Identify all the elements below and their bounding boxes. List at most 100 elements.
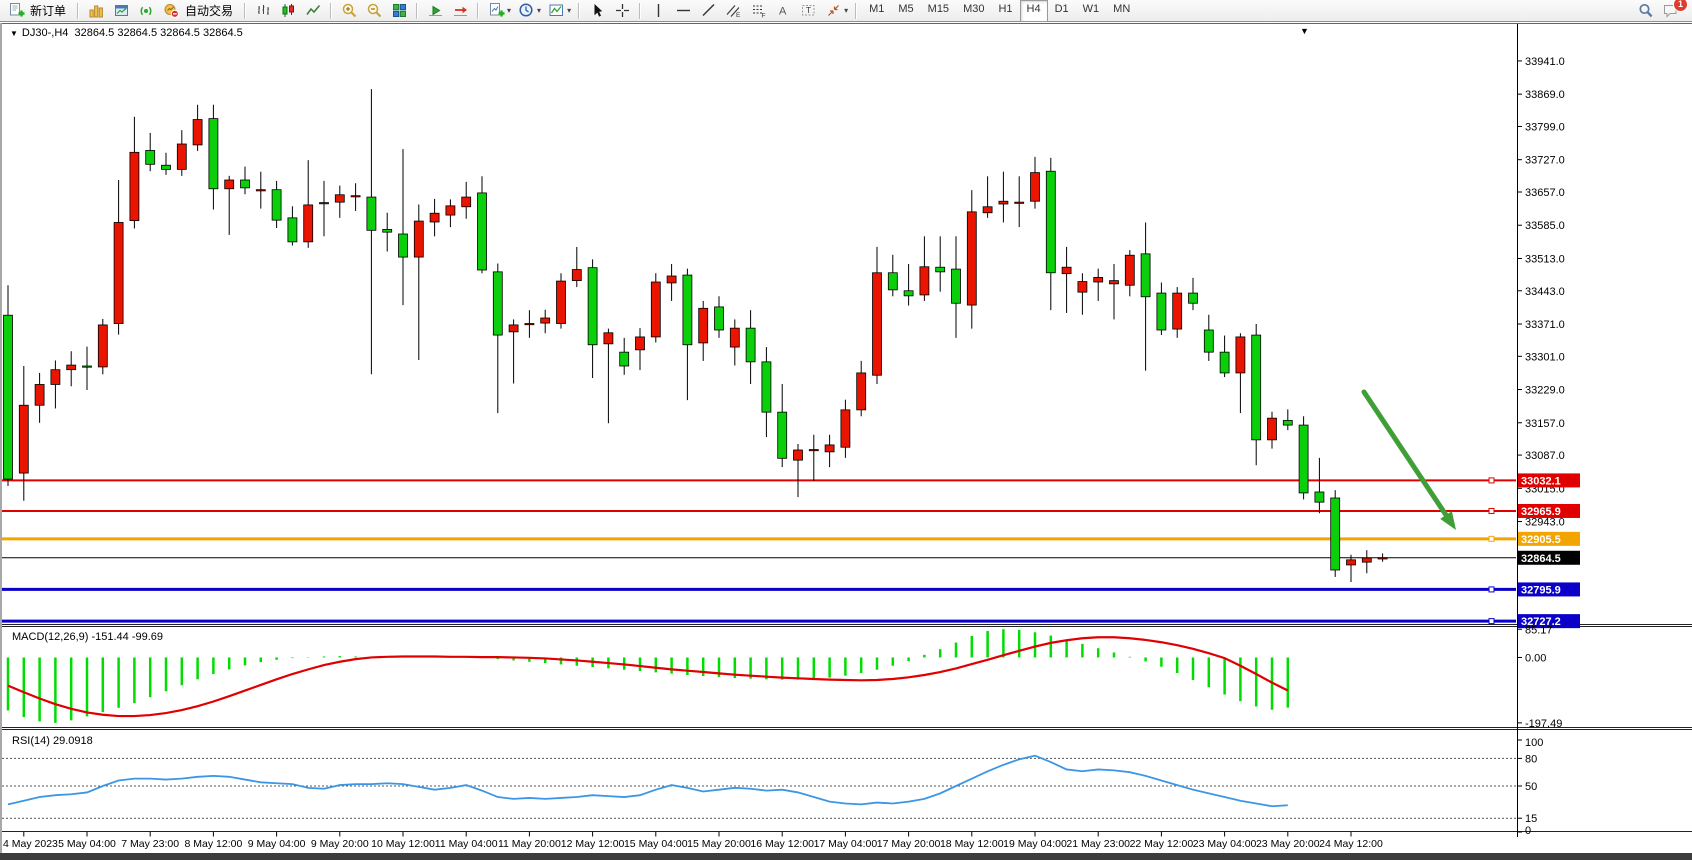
svg-text:9 May 04:00: 9 May 04:00 — [248, 838, 306, 850]
new-chart-dropdown[interactable]: ▾ — [507, 6, 512, 15]
candle — [1267, 417, 1277, 441]
bottom-scrollbar-strip[interactable] — [0, 853, 1692, 860]
open-window-button[interactable] — [109, 1, 133, 21]
trend-arrow-annotation[interactable] — [1361, 389, 1456, 530]
cursor-icon — [594, 4, 602, 17]
horizontal-line[interactable] — [2, 477, 1516, 484]
candle — [3, 314, 13, 480]
chart-canvas[interactable]: 33941.0 33869.0 33799.0 33727.0 33657.0 33585… — [0, 23, 1692, 853]
svg-text:85.17: 85.17 — [1525, 624, 1553, 636]
price-badge: 33032.1 — [1521, 475, 1561, 487]
svg-text:100: 100 — [1525, 737, 1543, 749]
candle — [1330, 497, 1341, 571]
candle — [1282, 420, 1293, 426]
bar-chart-button[interactable] — [251, 1, 275, 21]
candle — [1219, 351, 1230, 374]
auto-scroll-button[interactable] — [423, 1, 447, 21]
indicators-button[interactable] — [544, 1, 568, 21]
indicators-dropdown[interactable]: ▾ — [567, 6, 572, 15]
vertical-line-button[interactable] — [646, 1, 670, 21]
zoom-in-button[interactable] — [337, 1, 361, 21]
svg-text:33799.0: 33799.0 — [1525, 121, 1565, 133]
horizontal-lines — [2, 477, 1516, 625]
timeframe-M30[interactable]: M30 — [963, 2, 985, 15]
timeframe-H1[interactable]: H1 — [998, 2, 1013, 15]
signals-button[interactable] — [134, 1, 158, 21]
timeframe-M5[interactable]: M5 — [898, 2, 914, 15]
text-button[interactable]: A — [771, 1, 795, 21]
svg-text:33727.0: 33727.0 — [1525, 155, 1565, 167]
horizontal-line[interactable] — [2, 586, 1516, 593]
auto-scroll-icon — [428, 5, 442, 16]
svg-text:10 May 12:00: 10 May 12:00 — [371, 838, 435, 850]
candle — [1061, 266, 1072, 275]
auto-trading-button[interactable] — [159, 1, 183, 21]
candle — [34, 384, 45, 406]
tile-windows-button[interactable] — [387, 1, 411, 21]
candle — [145, 150, 156, 165]
horizontal-line[interactable] — [2, 618, 1516, 625]
separator — [77, 2, 80, 19]
timeframe-MN[interactable]: MN — [1113, 2, 1131, 15]
zoom-out-button[interactable] — [362, 1, 386, 21]
auto-trading-label[interactable]: 自动交易 — [185, 4, 234, 18]
charts-button[interactable] — [84, 1, 108, 21]
candle — [224, 179, 235, 190]
candle — [413, 220, 424, 258]
horizontal-line[interactable] — [2, 507, 1516, 514]
timeframe-M1[interactable]: M1 — [869, 2, 885, 15]
svg-text:11 May 20:00: 11 May 20:00 — [498, 838, 561, 850]
timeframe-M15[interactable]: M15 — [927, 2, 950, 15]
text-label-button[interactable]: T — [796, 1, 820, 21]
line-chart-button[interactable] — [301, 1, 325, 21]
svg-text:11 May 04:00: 11 May 04:00 — [435, 838, 498, 850]
new-chart-button[interactable] — [484, 1, 508, 21]
candle — [587, 267, 598, 346]
new-order-button[interactable] — [4, 1, 28, 21]
candle — [113, 222, 124, 324]
arrows-button[interactable] — [821, 1, 845, 21]
signals-icon — [140, 6, 151, 16]
timeframe-H4[interactable]: H4 — [1019, 0, 1048, 22]
svg-text:33513.0: 33513.0 — [1525, 253, 1565, 265]
search-button[interactable] — [1633, 1, 1657, 21]
notifications-button[interactable]: 1 — [1658, 0, 1688, 21]
candle — [97, 324, 108, 368]
candle — [982, 206, 993, 214]
crosshair-button[interactable] — [610, 1, 634, 21]
arrows-dropdown[interactable]: ▾ — [844, 6, 849, 15]
candle — [729, 327, 740, 348]
svg-text:80: 80 — [1525, 753, 1537, 765]
rsi-indicator-label: RSI(14) 29.0918 — [12, 735, 93, 747]
candle — [366, 196, 377, 231]
cursor-button[interactable] — [585, 1, 609, 21]
trendline-button[interactable] — [696, 1, 720, 21]
new-chart-icon — [489, 3, 505, 17]
separator — [578, 2, 581, 19]
periods-dropdown[interactable]: ▾ — [537, 6, 542, 15]
chart-title-caret-icon[interactable]: ▼ — [10, 29, 18, 38]
chart-shift-button[interactable] — [448, 1, 472, 21]
horizontal-line[interactable] — [2, 535, 1516, 542]
auto-trading-icon — [164, 4, 179, 18]
horizontal-line-button[interactable] — [671, 1, 695, 21]
separator — [477, 2, 480, 19]
one-click-collapse-icon[interactable]: ▼ — [1300, 26, 1309, 36]
candlestick-chart-button[interactable] — [276, 1, 300, 21]
timeframe-bar: M1 M5 M15 M30 H1 H4 D1 W1 MN — [862, 0, 1137, 22]
timeframe-W1[interactable]: W1 — [1082, 2, 1100, 15]
periods-button[interactable] — [514, 1, 538, 21]
equidistant-channel-button[interactable]: E — [721, 1, 745, 21]
timeframe-D1[interactable]: D1 — [1054, 2, 1069, 15]
candle — [192, 119, 203, 146]
search-icon — [1638, 3, 1652, 18]
svg-text:4 May 2023: 4 May 2023 — [3, 838, 58, 850]
time-axis[interactable]: 4 May 2023 5 May 04:00 7 May 23:00 8 May 12… — [3, 832, 1383, 850]
candle — [508, 324, 519, 333]
candle — [303, 204, 314, 243]
fibonacci-button[interactable]: F — [746, 1, 770, 21]
new-order-label[interactable]: 新订单 — [30, 4, 67, 18]
candle — [1140, 253, 1151, 298]
text-label-icon: T — [801, 5, 815, 16]
